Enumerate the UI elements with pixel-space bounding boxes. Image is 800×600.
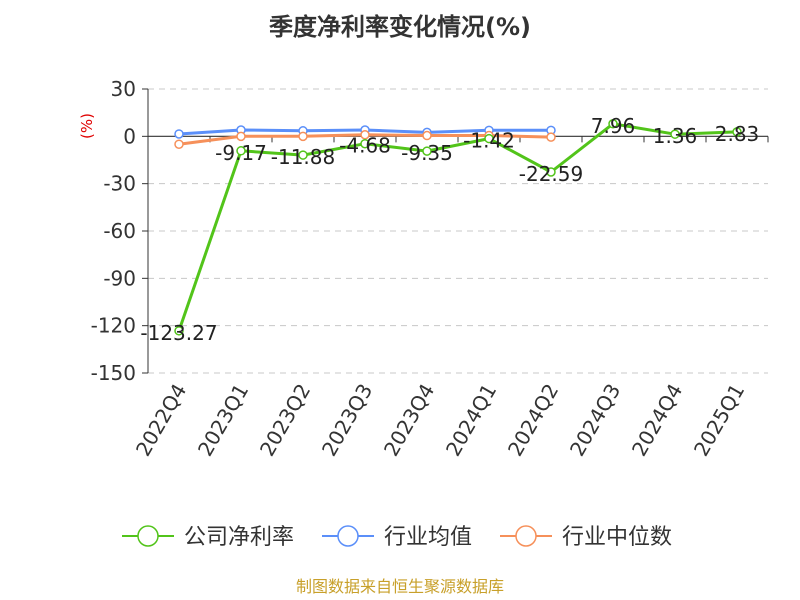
chart-title: 季度净利率变化情况(%) (269, 13, 531, 41)
y-tick-label-2: -30 (103, 172, 136, 196)
data-label-5: -1.42 (463, 129, 515, 153)
legend-marker-2 (515, 525, 537, 547)
y-tick-label-1: 0 (123, 124, 136, 148)
grid (148, 88, 768, 374)
y-tick-label-4: -90 (103, 266, 136, 290)
series-2-point-0 (174, 139, 184, 149)
data-label-9: 2.83 (715, 122, 760, 146)
legend-label-0: 公司净利率 (184, 525, 294, 550)
x-tick-label-0: 2022Q4 (131, 380, 191, 461)
series-2-point-1 (236, 131, 246, 142)
series-line-0 (177, 122, 738, 332)
x-tick-label-7: 2024Q3 (565, 380, 625, 461)
x-tick-label-8: 2024Q4 (627, 380, 687, 461)
y-tick-label-5: -120 (91, 314, 136, 338)
data-label-3: -4.68 (339, 134, 391, 158)
series-0-point-9 (732, 127, 742, 137)
series-0-point-4 (422, 146, 432, 156)
series-0-point-3 (360, 138, 370, 149)
y-axis-label: (%) (78, 113, 96, 139)
y-tick-label-6: -150 (91, 361, 136, 385)
series-0-point-7 (608, 119, 618, 129)
data-label-1: -9.17 (215, 141, 267, 165)
data-label-8: 1.36 (653, 124, 698, 148)
legend-marker-0 (137, 525, 159, 547)
data-label-2: -11.88 (271, 145, 335, 169)
series-1-point-0 (174, 129, 184, 139)
x-tick-label-4: 2023Q4 (379, 380, 439, 461)
data-label-4: -9.35 (401, 141, 453, 165)
series-0-point-0 (174, 326, 184, 336)
series-0-point-1 (236, 146, 246, 156)
series-0-point-6 (546, 167, 556, 177)
y-tick-label-0: 30 (111, 77, 136, 101)
series-0-point-2 (298, 150, 308, 160)
series-0-point-8 (670, 129, 680, 139)
data-labels: -123.27 -9.17 -11.88 -4.68 -9.35 -1.42-22.59 7… (140, 114, 759, 345)
y-tick-label-3: -60 (103, 219, 136, 243)
data-label-0: -123.27 (140, 321, 217, 345)
x-tick-label-3: 2023Q3 (317, 380, 377, 461)
legend-label-1: 行业均值 (384, 525, 472, 550)
source-note: 制图数据来自恒生聚源数据库 (296, 577, 504, 596)
series-2-point-4 (422, 130, 432, 141)
series-0-point-5 (484, 133, 494, 144)
data-label-6: -22.59 (519, 162, 583, 186)
x-tick-label-1: 2023Q1 (193, 380, 253, 461)
x-tick-label-2: 2023Q2 (255, 380, 315, 461)
series-layer (174, 119, 742, 336)
series-2-point-3 (360, 130, 370, 140)
series-2-point-2 (298, 131, 308, 142)
x-tick-label-5: 2024Q1 (441, 380, 501, 461)
x-tick-label-9: 2025Q1 (689, 380, 749, 461)
legend-label-2: 行业中位数 (562, 525, 672, 550)
legend-marker-1 (337, 525, 359, 547)
data-label-7: 7.96 (591, 114, 636, 138)
x-tick-label-6: 2024Q2 (503, 380, 563, 461)
legend: 公司净利率 行业均值 行业中位数 (122, 525, 672, 550)
series-2-point-6 (546, 132, 556, 142)
